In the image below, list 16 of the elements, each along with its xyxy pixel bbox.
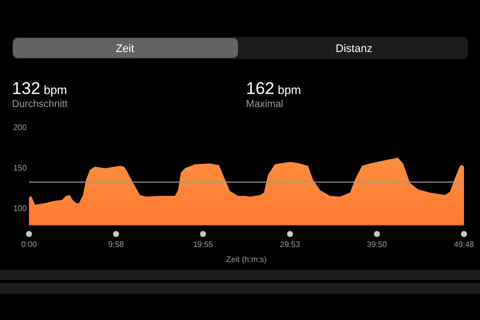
text: Durchschnitt [12, 99, 68, 110]
text: 162 bpm [246, 79, 302, 98]
text: Zeit [116, 43, 134, 55]
x-tick-label: 49:48 [454, 240, 475, 249]
text: Maximal [246, 99, 284, 110]
x-tick-label: 0:00 [21, 240, 38, 249]
x-tick-label: 9:58 [108, 240, 124, 249]
y-tick-label: 100 [13, 204, 28, 213]
text: Distanz [336, 43, 372, 55]
y-tick-label: 150 [13, 163, 28, 172]
x-tick-label: 39:50 [366, 240, 388, 249]
x-axis-title: Zeit (h:m:s) [226, 255, 268, 264]
text: 132 bpm [12, 79, 68, 98]
x-tick-label: 29:53 [280, 240, 301, 249]
y-tick-label: 200 [13, 123, 28, 132]
x-tick-label: 19:55 [192, 240, 214, 249]
